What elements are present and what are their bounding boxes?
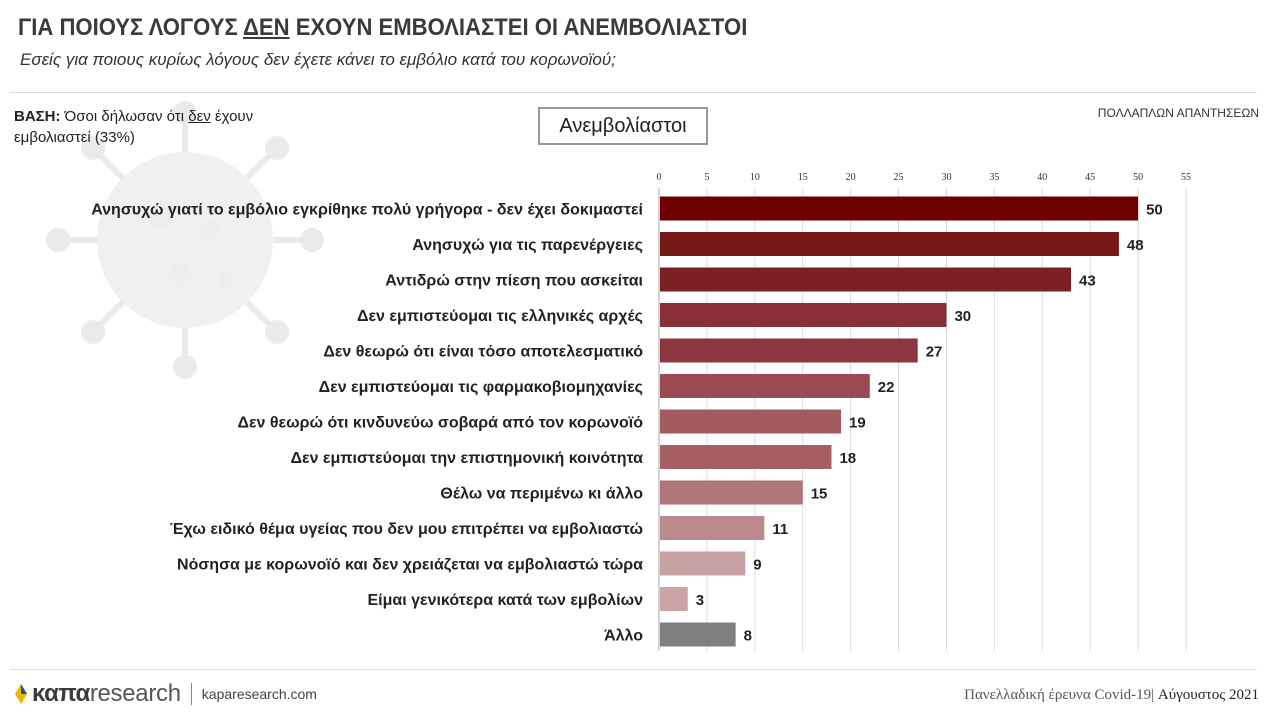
category-label: Ανησυχώ για τις παρενέργειες (412, 237, 643, 254)
category-label: Δεν θεωρώ ότι είναι τόσο αποτελεσματικό (323, 344, 643, 361)
x-tick-label: 5 (704, 172, 709, 183)
data-label: 18 (839, 450, 856, 467)
x-tick-label: 15 (798, 172, 808, 183)
category-label: Ανησυχώ γιατί το εμβόλιο εγκρίθηκε πολύ … (91, 202, 643, 219)
bar (660, 374, 870, 398)
bar (660, 516, 765, 540)
data-label: 30 (954, 308, 971, 325)
data-label: 11 (772, 521, 788, 538)
x-tick-label: 45 (1085, 172, 1095, 183)
logo-separator (190, 683, 192, 705)
website-link[interactable]: kaparesearch.com (201, 686, 317, 702)
category-label: Έχω ειδικό θέμα υγείας που δεν μου επιτρ… (170, 521, 643, 538)
bar (660, 196, 1139, 221)
bar (660, 551, 746, 576)
data-label: 3 (696, 592, 704, 609)
category-label: Δεν εμπιστεύομαι την επιστημονική κοινότ… (290, 450, 643, 467)
bar (660, 303, 947, 327)
logo-mark-icon (15, 684, 27, 704)
x-tick-label: 20 (846, 172, 856, 183)
survey-month: Αύγουστος 2021 (1157, 687, 1259, 703)
x-tick-label: 35 (989, 172, 999, 183)
category-label: Δεν εμπιστεύομαι τις φαρμακοβιομηχανίες (319, 379, 643, 396)
bar (660, 267, 1072, 292)
data-label: 8 (744, 628, 752, 645)
logo-research-text: research (89, 680, 181, 707)
category-label: Αντιδρώ στην πίεση που ασκείται (385, 273, 643, 290)
bar (660, 232, 1119, 256)
data-label: 48 (1127, 237, 1144, 254)
data-label: 22 (878, 379, 895, 396)
data-label: 27 (926, 344, 943, 361)
header-divider (10, 92, 1257, 93)
category-label: Νόσησα με κορωνοϊό και δεν χρειάζεται να… (177, 557, 643, 574)
page-subtitle: Εσείς για ποιους κυρίως λόγους δεν έχετε… (20, 50, 616, 69)
base-note: ΒΑΣΗ: Όσοι δήλωσαν ότι δεν έχουν εμβολια… (14, 108, 254, 146)
footer-divider (10, 669, 1257, 670)
data-label: 43 (1079, 273, 1096, 290)
x-tick-label: 10 (750, 172, 760, 183)
x-tick-label: 0 (657, 172, 662, 183)
logo-kapa-text: καπα (32, 680, 90, 707)
group-label-box: Ανεμβολίαστοι (538, 107, 708, 145)
x-tick-label: 25 (894, 172, 904, 183)
survey-name: Πανελλαδική έρευνα Covid-19| (964, 687, 1158, 703)
category-label: Δεν εμπιστεύομαι τις ελληνικές αρχές (357, 308, 643, 325)
category-label: Θέλω να περιμένω κι άλλο (440, 486, 643, 503)
page-title: ΓΙΑ ΠΟΙΟΥΣ ΛΟΓΟΥΣ ΔΕΝ ΕΧΟΥΝ ΕΜΒΟΛΙΑΣΤΕΙ … (18, 14, 748, 41)
bar (660, 587, 688, 611)
multiple-answers-note: ΠΟΛΛΑΠΛΩΝ ΑΠΑΝΤΗΣΕΩΝ (1097, 106, 1259, 120)
bar (660, 622, 736, 647)
data-label: 9 (753, 557, 761, 574)
x-tick-label: 50 (1133, 172, 1143, 183)
bar (660, 480, 803, 505)
bar (660, 409, 842, 434)
data-label: 19 (849, 415, 866, 432)
coronavirus-background-icon (46, 101, 324, 379)
x-tick-label: 40 (1037, 172, 1047, 183)
survey-footer: Πανελλαδική έρευνα Covid-19| Αύγουστος 2… (964, 687, 1259, 704)
data-label: 50 (1146, 202, 1163, 219)
data-label: 15 (811, 486, 828, 503)
category-label: Είμαι γενικότερα κατά των εμβολίων (367, 592, 643, 609)
kapa-research-logo: καπα research kaparesearch.com (14, 680, 317, 708)
category-label: Δεν θεωρώ ότι κινδυνεύω σοβαρά από τον κ… (237, 415, 643, 432)
bar (660, 338, 918, 363)
x-tick-label: 55 (1181, 172, 1191, 183)
bar (660, 445, 832, 469)
category-label: Άλλο (604, 628, 643, 645)
x-tick-label: 30 (941, 172, 951, 183)
